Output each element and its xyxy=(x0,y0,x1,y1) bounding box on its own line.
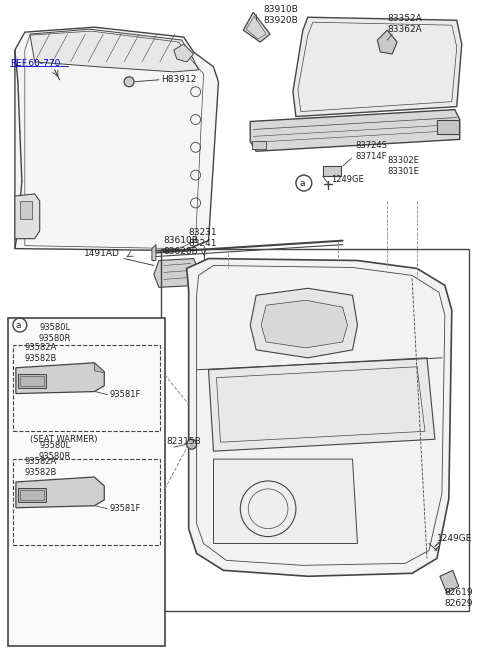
Polygon shape xyxy=(250,110,460,151)
Polygon shape xyxy=(16,477,104,508)
Polygon shape xyxy=(261,300,348,348)
Polygon shape xyxy=(154,258,199,288)
Text: 93582A
93582B: 93582A 93582B xyxy=(25,457,57,477)
Polygon shape xyxy=(15,194,40,239)
Text: 83724S
83714F: 83724S 83714F xyxy=(356,141,387,161)
Text: 83302E
83301E: 83302E 83301E xyxy=(387,156,419,176)
Polygon shape xyxy=(208,358,435,451)
Polygon shape xyxy=(293,17,462,116)
Bar xyxy=(18,488,46,502)
Bar xyxy=(8,318,165,646)
Bar xyxy=(20,201,32,219)
Polygon shape xyxy=(174,44,193,62)
Bar xyxy=(20,490,44,500)
Text: REF.60-770: REF.60-770 xyxy=(10,59,60,68)
Text: 93582A
93582B: 93582A 93582B xyxy=(25,343,57,363)
Text: 82315B: 82315B xyxy=(167,437,202,446)
Polygon shape xyxy=(15,27,218,251)
Text: 93580L
93580R: 93580L 93580R xyxy=(38,441,71,461)
Text: 83231
83241: 83231 83241 xyxy=(189,227,217,248)
Bar xyxy=(252,141,266,149)
Bar xyxy=(20,375,44,385)
Circle shape xyxy=(187,440,197,449)
Text: 83910B
83920B: 83910B 83920B xyxy=(263,5,298,25)
Bar xyxy=(323,166,341,176)
Text: 1249GE: 1249GE xyxy=(331,175,363,184)
Text: 93581F: 93581F xyxy=(109,390,141,399)
Bar xyxy=(18,373,46,387)
Bar xyxy=(13,459,160,545)
Text: (SEAT WARMER): (SEAT WARMER) xyxy=(30,435,97,444)
Polygon shape xyxy=(16,363,104,393)
Text: a: a xyxy=(299,178,305,188)
Polygon shape xyxy=(440,570,459,593)
Polygon shape xyxy=(152,245,156,260)
Polygon shape xyxy=(30,29,199,72)
Polygon shape xyxy=(250,288,358,358)
Bar xyxy=(13,345,160,432)
Bar xyxy=(161,249,468,611)
Text: 82619
82629: 82619 82629 xyxy=(445,588,473,608)
Polygon shape xyxy=(95,363,104,373)
Polygon shape xyxy=(243,13,270,42)
Polygon shape xyxy=(187,258,452,576)
Text: 1491AD: 1491AD xyxy=(84,249,120,258)
Circle shape xyxy=(124,77,134,87)
Text: a: a xyxy=(15,321,21,330)
Bar xyxy=(437,120,459,134)
Text: H83912: H83912 xyxy=(161,75,196,85)
Text: 93580L
93580R: 93580L 93580R xyxy=(38,323,71,343)
Text: 83610B
83620B: 83610B 83620B xyxy=(164,235,199,256)
Polygon shape xyxy=(377,30,397,54)
Text: 83352A
83362A: 83352A 83362A xyxy=(387,14,422,34)
Text: 93581F: 93581F xyxy=(109,504,141,513)
Text: 1249GE: 1249GE xyxy=(437,534,472,543)
Polygon shape xyxy=(214,459,358,543)
